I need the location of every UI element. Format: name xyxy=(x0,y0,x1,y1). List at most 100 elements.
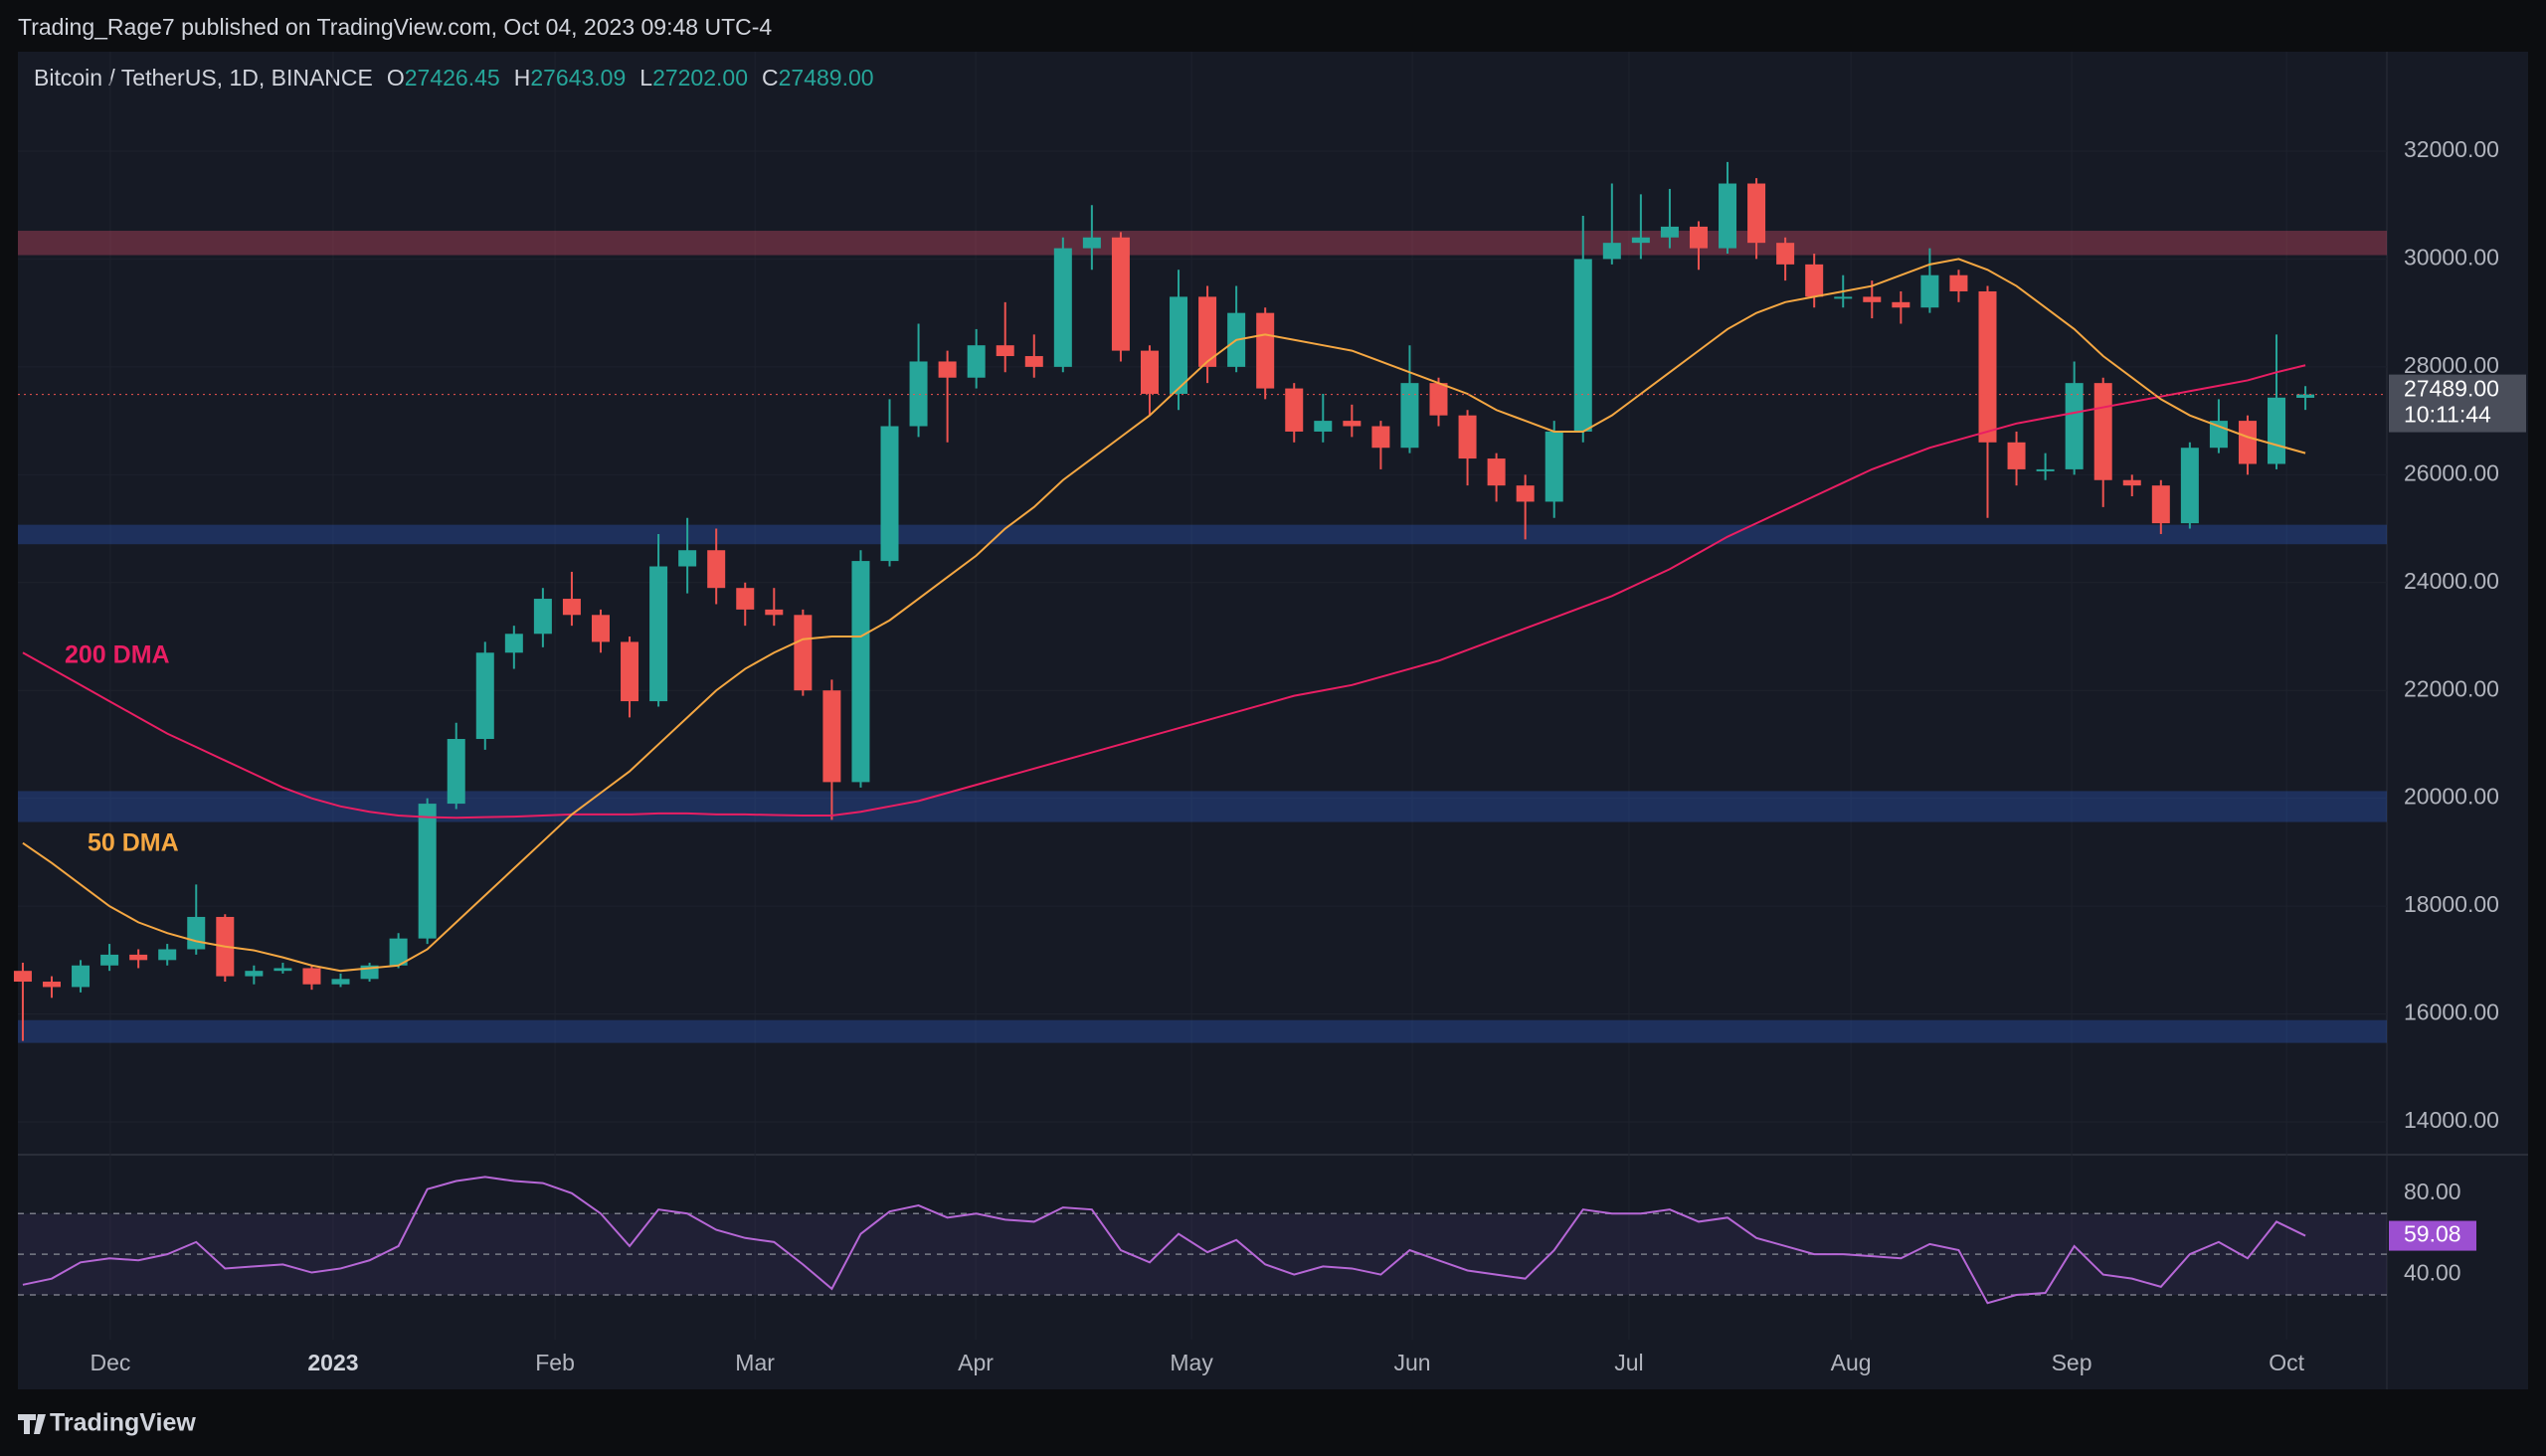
candle-body xyxy=(504,634,523,653)
candle-body xyxy=(1660,226,1679,238)
candle-body xyxy=(1400,383,1419,449)
rsi-tick-label: 40.00 xyxy=(2404,1260,2461,1286)
candle-body xyxy=(1082,237,1101,249)
legend-value: 27643.09 xyxy=(530,65,626,91)
legend-value: 27202.00 xyxy=(652,65,748,91)
legend-key: H xyxy=(514,65,531,91)
candle-body xyxy=(331,979,350,985)
candle-body xyxy=(1371,426,1390,449)
candle-body xyxy=(1487,458,1506,486)
candle-body xyxy=(447,739,465,805)
ma-label: 50 DMA xyxy=(88,829,179,857)
candle-body xyxy=(273,968,292,972)
candle-body xyxy=(1111,237,1130,351)
price-tag-label: 27489.00 xyxy=(2404,376,2499,402)
legend-symbol: Bitcoin / TetherUS, 1D, BINANCE xyxy=(34,65,373,91)
candle-body xyxy=(1719,183,1737,249)
legend-key: O xyxy=(387,65,405,91)
candle-body xyxy=(1545,431,1563,502)
x-tick-label: May xyxy=(1170,1350,1213,1375)
candle-body xyxy=(2180,448,2199,524)
candle-body xyxy=(1631,237,1650,244)
price-tag xyxy=(2389,374,2526,433)
candle-body xyxy=(1863,296,1882,302)
candle-body xyxy=(2268,397,2286,464)
candle-body xyxy=(1949,274,1968,291)
y-tick-label: 24000.00 xyxy=(2404,568,2499,594)
x-tick-label: Mar xyxy=(735,1350,775,1375)
candle-body xyxy=(678,550,697,567)
candle-body xyxy=(1170,296,1188,394)
candle-body xyxy=(1805,264,1824,297)
candle-body xyxy=(1140,350,1159,394)
x-tick-label: Apr xyxy=(958,1350,994,1375)
legend: Bitcoin / TetherUS, 1D, BINANCE O27426.45… xyxy=(34,65,874,91)
candle-body xyxy=(880,426,899,562)
y-tick-label: 20000.00 xyxy=(2404,784,2499,810)
y-tick-label: 26000.00 xyxy=(2404,459,2499,485)
candle-body xyxy=(1343,421,1362,427)
x-tick-label: Jun xyxy=(1394,1350,1431,1375)
brand-logo xyxy=(18,1414,46,1434)
candle-body xyxy=(1920,274,1939,308)
publisher: Trading_Rage7 published on TradingView.c… xyxy=(18,14,772,40)
candle-body xyxy=(1747,183,1766,244)
candle-body xyxy=(851,561,870,783)
candle-body xyxy=(533,599,552,635)
x-tick-label: Aug xyxy=(1831,1350,1872,1375)
candle-body xyxy=(621,641,639,702)
candle-body xyxy=(2036,468,2055,471)
candle-body xyxy=(1285,388,1304,432)
candle-body xyxy=(822,690,841,783)
zone xyxy=(18,1019,2387,1043)
zone xyxy=(18,791,2387,822)
zone xyxy=(18,524,2387,545)
ma-label: 200 DMA xyxy=(65,641,170,669)
candle-body xyxy=(42,982,61,988)
candle-body xyxy=(2151,485,2170,524)
legend-value: 27489.00 xyxy=(779,65,874,91)
x-tick-label: Dec xyxy=(91,1350,131,1375)
rsi-tag xyxy=(2389,1220,2476,1251)
y-tick-label: 22000.00 xyxy=(2404,675,2499,701)
candle-body xyxy=(302,968,321,985)
candle-body xyxy=(1458,415,1477,459)
candle-body xyxy=(996,345,1014,357)
y-tick-label: 14000.00 xyxy=(2404,1107,2499,1133)
candle-body xyxy=(2296,394,2315,398)
candle-body xyxy=(418,804,437,939)
x-tick-label: 2023 xyxy=(307,1350,358,1375)
candle-body xyxy=(2238,421,2257,464)
countdown: 10:11:44 xyxy=(2404,402,2491,428)
rsi-tick-label: 80.00 xyxy=(2404,1179,2461,1204)
candle-body xyxy=(187,916,206,950)
x-tick-label: Sep xyxy=(2052,1350,2092,1375)
candle-body xyxy=(736,588,755,610)
candle-body xyxy=(1053,248,1072,367)
candle-body xyxy=(245,971,264,977)
legend-value: 27426.45 xyxy=(405,65,500,91)
zone xyxy=(18,231,2387,256)
candle-body xyxy=(1892,301,1910,308)
rsi-line xyxy=(22,1176,2306,1305)
candle-body xyxy=(794,615,813,691)
candle-body xyxy=(909,361,928,427)
candle-body xyxy=(1256,312,1275,389)
y-tick-label: 18000.00 xyxy=(2404,891,2499,917)
x-tick-label: Oct xyxy=(2269,1350,2304,1375)
candle-body xyxy=(475,652,494,740)
candle-body xyxy=(1776,243,1795,265)
legend-key: C xyxy=(762,65,779,91)
y-tick-label: 32000.00 xyxy=(2404,136,2499,162)
candle-body xyxy=(72,965,91,988)
candle-body xyxy=(1834,296,1853,299)
candle-body xyxy=(1198,296,1217,367)
candle-body xyxy=(129,954,148,961)
candle-body xyxy=(591,615,610,642)
candle-body xyxy=(1314,421,1333,432)
candle-body xyxy=(562,599,581,616)
x-tick-label: Jul xyxy=(1614,1350,1643,1375)
moving-average xyxy=(22,258,2306,973)
